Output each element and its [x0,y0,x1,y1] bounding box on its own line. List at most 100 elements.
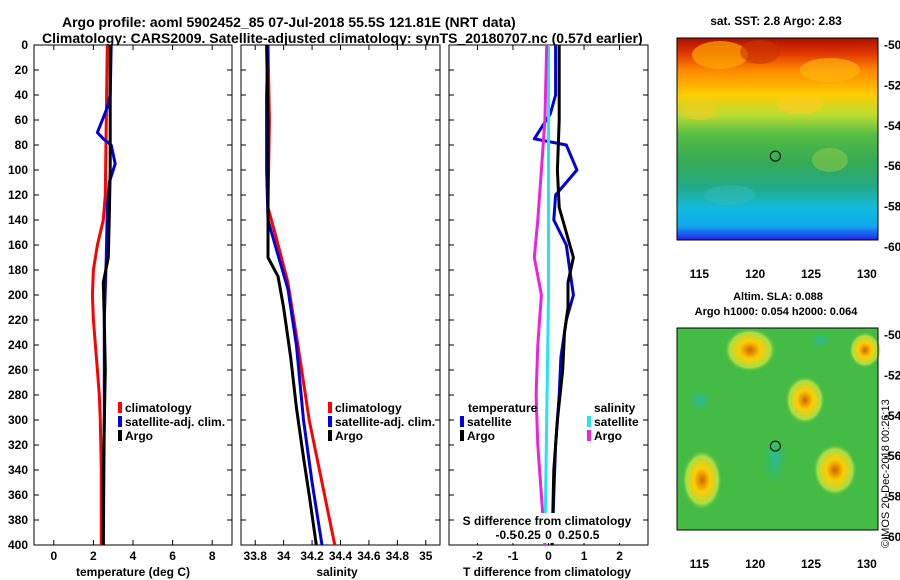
sst-cool-patch [705,185,755,205]
depth-tick-label: 380 [8,513,28,527]
legend-swatch-climatology [328,402,332,413]
x-tick-label: -1 [508,549,519,563]
depth-tick-label: 60 [15,113,29,127]
depth-tick-label: 20 [15,63,29,77]
s-tick-label: 0.25 [558,528,582,542]
legend-swatch-t-satellite [460,416,464,427]
map-ytick-label: -54 [884,409,900,423]
x-tick-label: 2 [90,549,97,563]
temperature-xlabel: temperature (deg C) [76,565,190,579]
series-line-argo [101,45,112,545]
map-ytick-label: -60 [884,530,900,544]
x-tick-label: 33.8 [244,549,268,563]
s-tick-label: -0.25 [513,528,541,542]
sla-low-patch [806,330,834,350]
depth-tick-label: 0 [21,38,28,52]
legend-label-s-satellite: satellite [594,415,639,429]
salinity-series [265,45,337,545]
x-tick-label: 34.2 [300,549,324,563]
depth-tick-label: 220 [8,313,28,327]
legend-label-t-argo: Argo [467,429,495,443]
x-tick-label: 2 [616,549,623,563]
map-ytick-label: -56 [884,449,900,463]
map-ytick-label: -50 [884,328,900,342]
map-xtick-label: 115 [690,267,710,281]
legend-label-s-argo: Argo [594,429,622,443]
sla-low-patch [761,430,789,490]
map-ytick-label: -60 [884,240,900,254]
x-tick-label: 34 [277,549,291,563]
sst-ytick-labels: -50 -52 -54 -56 -58 -60 [884,38,900,254]
sla-high-patch [849,332,881,368]
salinity-xlabel: salinity [316,565,358,579]
legend-label-t-satellite: satellite [467,415,512,429]
s-tick-label: 0.5 [583,528,600,542]
legend-label-satellite: satellite-adj. clim. [125,415,225,429]
series-line-climatology [90,45,109,545]
temperature-axes-box [33,44,233,546]
depth-axis-labels: 0 20 40 60 80 100 120 140 160 180 200 220 240 260 280 3… [8,38,28,552]
map-xtick-label: 125 [801,267,821,281]
legend-label-climatology: climatology [125,401,192,415]
sst-warm-patch [778,96,822,114]
legend-swatch-s-argo [587,430,591,441]
s-difference-label: S difference from climatology [463,514,632,528]
depth-tick-label: 80 [15,138,29,152]
legend-swatch-s-satellite [587,416,591,427]
legend-label-satellite: satellite-adj. clim. [335,415,435,429]
map-ytick-label: -58 [884,490,900,504]
legend-swatch-satellite [118,416,122,427]
depth-tick-label: 240 [8,338,28,352]
s-tick-label: 0 [545,528,552,542]
depth-tick-label: 360 [8,488,28,502]
x-tick-label: 35 [419,549,433,563]
sst-warm-patch [800,58,860,82]
sla-map-frame [676,327,879,531]
difference-xtick-labels: -2 -1 0 1 2 [472,549,623,563]
sst-heatmap-texture [682,40,860,205]
sst-map-title: sat. SST: 2.8 Argo: 2.83 [710,14,842,28]
depth-tick-label: 180 [8,263,28,277]
map-xtick-label: 120 [745,267,765,281]
difference-series [532,45,579,545]
sla-xtick-labels: 115 120 125 130 [690,557,878,571]
x-tick-label: 1 [581,549,588,563]
difference-legend: temperature satellite Argo salinity sate… [460,401,639,443]
depth-tick-label: 260 [8,363,28,377]
difference-panel: -2 -1 0 1 2 T difference from climatology S … [448,44,649,579]
temperature-panel: 0 2 4 6 8 temperature (deg C) climatology sa… [33,44,233,579]
legend-swatch-argo [328,430,332,441]
header-title-line2: Climatology: CARS2009. Satellite-adjuste… [42,30,643,46]
sst-map-panel: sat. SST: 2.8 Argo: 2.83 -50 -52 -54 -56 -58… [676,14,900,281]
series-line-argo [265,45,318,545]
depth-tick-label: 340 [8,463,28,477]
depth-tick-label: 140 [8,213,28,227]
legend-swatch-satellite [328,416,332,427]
depth-tick-label: 400 [8,538,28,552]
sla-map-panel: Altim. SLA: 0.088 Argo h1000: 0.054 h200… [676,291,900,571]
sst-warm-patch [692,41,748,69]
salinity-legend: climatology satellite-adj. clim. Argo [328,401,435,443]
sla-low-patch [686,386,714,414]
header-title-line1: Argo profile: aoml 5902452_85 07-Jul-201… [62,14,516,30]
series-line-s-argo [532,45,549,545]
temperature-xtick-labels: 0 2 4 6 8 [50,549,215,563]
sla-ytick-labels: -50 -52 -54 -56 -58 -60 [884,328,900,544]
map-xtick-label: 115 [690,557,710,571]
imos-credit: ©IMOS 20-Dec-2018 00:26:13 [880,399,892,548]
depth-tick-label: 300 [8,413,28,427]
legend-label-argo: Argo [125,429,153,443]
depth-tick-label: 160 [8,238,28,252]
series-line-t-argo [550,45,575,545]
x-tick-label: 8 [209,549,216,563]
x-tick-label: 34.8 [386,549,410,563]
legend-title-salinity: salinity [594,401,636,415]
map-xtick-label: 130 [857,267,877,281]
map-xtick-label: 130 [857,557,877,571]
depth-tick-label: 100 [8,163,28,177]
sla-high-patch [682,450,722,510]
sla-map-title: Altim. SLA: 0.088 [733,291,823,303]
x-tick-label: 0 [545,549,552,563]
sla-map-subtitle: Argo h1000: 0.054 h2000: 0.064 [695,306,859,318]
sst-xtick-labels: 115 120 125 130 [690,267,878,281]
